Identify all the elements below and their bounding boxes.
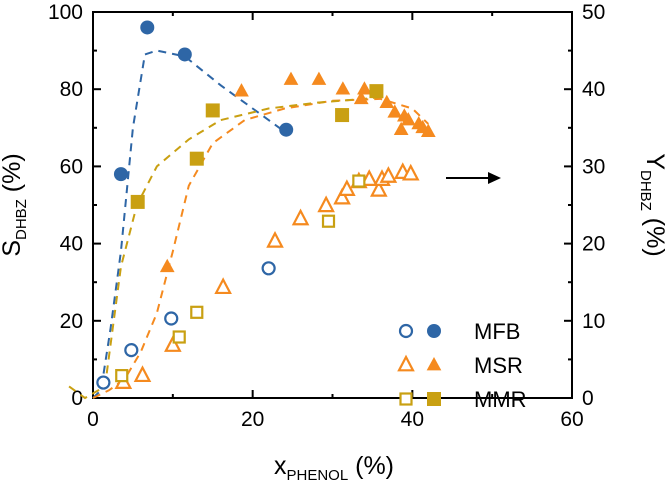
data-point xyxy=(140,20,155,35)
data-point xyxy=(291,208,310,226)
data-point xyxy=(370,179,388,197)
y-left-tick-label: 20 xyxy=(60,310,83,333)
data-point xyxy=(261,261,276,276)
y-right-axis-title-sub: DHBZ xyxy=(637,170,654,211)
legend-marker-open xyxy=(397,354,415,372)
y-right-tick-label: 0 xyxy=(582,387,594,410)
x-tick-label: 40 xyxy=(401,408,424,431)
data-point xyxy=(164,335,182,352)
data-point xyxy=(279,122,294,137)
legend-entry-mfb: MFB xyxy=(398,319,520,344)
y-right-tick-label: 50 xyxy=(582,1,605,24)
legend-entry-msr: MSR xyxy=(397,353,523,378)
data-point xyxy=(333,187,351,205)
data-point xyxy=(357,81,372,95)
x-axis-title-unit: (%) xyxy=(348,452,394,480)
data-point xyxy=(393,121,409,136)
legend-entry-mmr: MMR xyxy=(399,387,527,412)
data-point xyxy=(205,103,220,118)
y-right-tick-label: 40 xyxy=(582,78,605,101)
x-tick-label: 0 xyxy=(87,408,99,431)
y-left-axis-title-main: S xyxy=(0,240,26,257)
data-point xyxy=(379,166,398,183)
data-point xyxy=(379,94,395,109)
data-point xyxy=(353,90,369,105)
legend-marker-open xyxy=(398,323,414,339)
y-left-axis-title-sub: DHBZ xyxy=(13,199,30,240)
data-point xyxy=(172,330,186,344)
data-point xyxy=(317,195,335,213)
legend-marker-filled xyxy=(426,357,442,371)
series-mfb-selectivity xyxy=(113,20,294,182)
series-msr-yield xyxy=(114,162,420,389)
data-point xyxy=(266,230,284,248)
x-tick-label: 20 xyxy=(241,408,264,431)
fit-curve-mmr xyxy=(68,95,381,400)
x-axis-title-main: x xyxy=(274,452,287,480)
y-right-tick-label: 30 xyxy=(582,155,605,178)
data-point xyxy=(420,123,436,137)
legend-marker-open xyxy=(399,392,413,406)
fit-curve-mfb xyxy=(92,49,286,399)
data-point xyxy=(190,305,204,319)
data-point xyxy=(400,112,416,126)
series-mfb-yield xyxy=(96,261,276,390)
y-left-tick-label: 40 xyxy=(60,233,83,256)
data-point xyxy=(234,83,249,97)
legend-marker-filled xyxy=(427,392,441,406)
legend: MFB MSR MMR xyxy=(397,319,527,412)
legend-marker-filled xyxy=(427,324,441,338)
data-point xyxy=(401,163,420,181)
data-point xyxy=(214,277,232,295)
data-point xyxy=(283,71,299,85)
y-right-axis-title-unit: (%) xyxy=(641,211,667,257)
y-right-axis-title-main: Y xyxy=(641,153,667,170)
y-right-tick-label: 20 xyxy=(582,233,605,256)
data-point xyxy=(311,71,327,85)
data-markers xyxy=(96,20,436,390)
y-left-tick-label: 60 xyxy=(60,155,83,178)
legend-label: MFB xyxy=(474,319,520,344)
data-point xyxy=(321,214,336,228)
y-left-tick-label: 100 xyxy=(48,1,83,24)
series-mmr-yield xyxy=(115,174,366,383)
data-point xyxy=(159,258,175,273)
data-point xyxy=(177,47,192,62)
y-left-tick-label: 80 xyxy=(60,78,83,101)
data-point xyxy=(115,369,129,383)
data-point xyxy=(189,151,204,166)
fit-curve-msr xyxy=(92,97,429,399)
x-axis-title-sub: PHENOL xyxy=(286,467,348,483)
series-mmr-selectivity xyxy=(130,84,384,209)
data-point xyxy=(335,108,350,123)
fit-curves xyxy=(68,49,429,400)
data-point xyxy=(352,174,366,188)
data-point xyxy=(387,104,403,118)
legend-label: MMR xyxy=(474,387,527,412)
data-point xyxy=(130,194,145,209)
data-point xyxy=(164,311,179,326)
legend-label: MSR xyxy=(474,353,523,378)
series-msr-selectivity xyxy=(159,71,436,273)
y-left-tick-label: 0 xyxy=(71,387,83,410)
data-point xyxy=(96,375,111,390)
data-point xyxy=(335,81,351,95)
y-right-axis-title: YDHBZ (%) xyxy=(637,153,667,256)
data-point xyxy=(369,84,384,99)
y-right-tick-label: 10 xyxy=(582,310,605,333)
data-point xyxy=(360,169,379,186)
y-left-axis-title: SDHBZ (%) xyxy=(0,153,30,256)
y-left-axis-title-unit: (%) xyxy=(0,153,26,199)
right-arrow-annotation xyxy=(446,172,501,184)
x-tick-label: 60 xyxy=(560,408,583,431)
data-point xyxy=(124,343,139,358)
x-axis-title: xPHENOL (%) xyxy=(274,452,394,483)
data-point xyxy=(113,167,128,182)
data-point xyxy=(133,365,152,383)
